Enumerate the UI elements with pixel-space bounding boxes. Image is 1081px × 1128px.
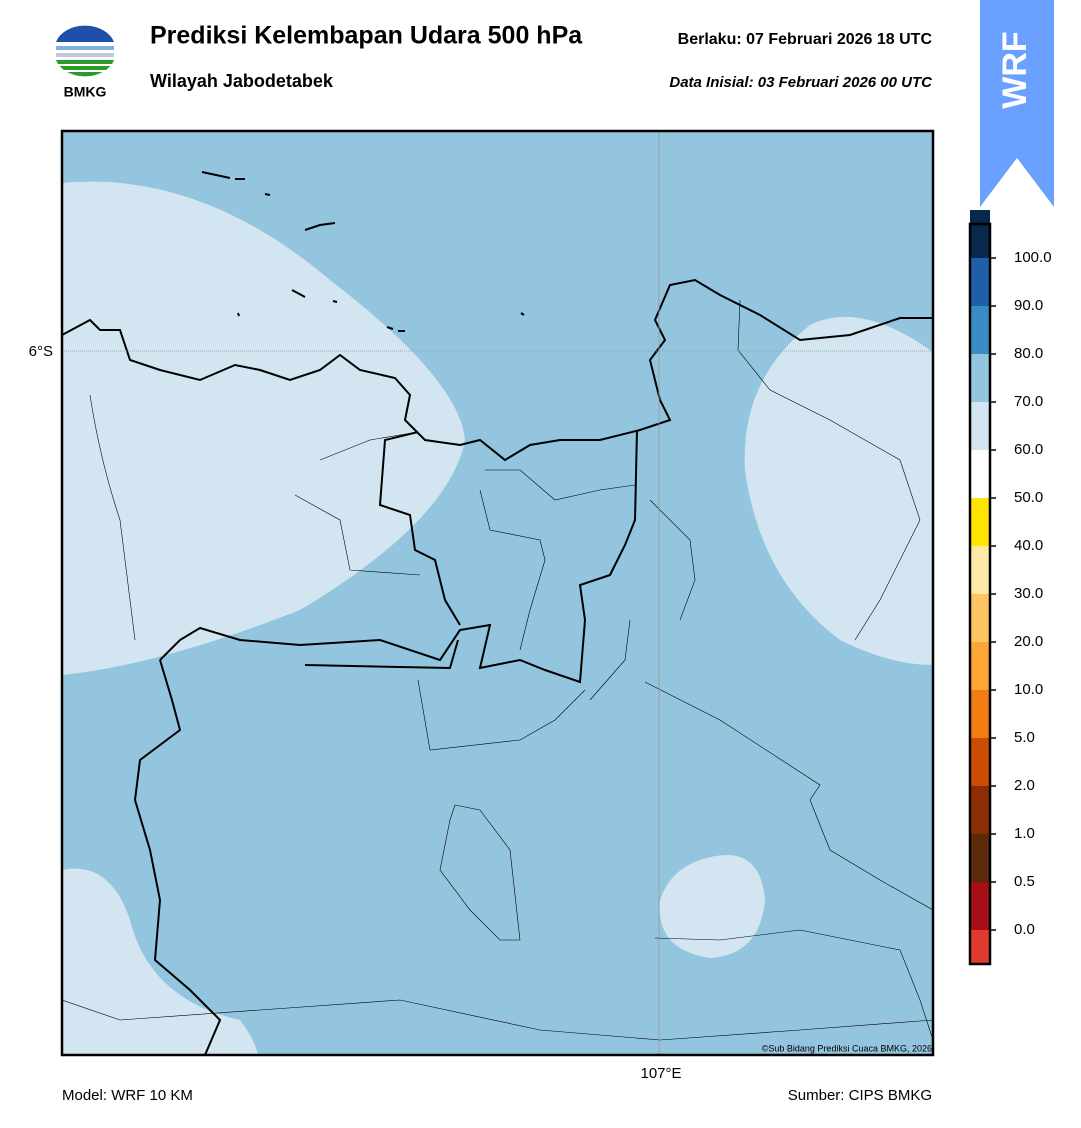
colorbar-label: 1.0 xyxy=(1014,825,1035,842)
colorbar-segment xyxy=(970,690,990,738)
credit: ©Sub Bidang Prediksi Cuaca BMKG, 2026 xyxy=(762,1043,932,1053)
initial-time: Data Inisial: 03 Februari 2026 00 UTC xyxy=(669,74,933,91)
subtitle: Wilayah Jabodetabek xyxy=(150,71,334,91)
colorbar-label: 0.0 xyxy=(1014,921,1035,938)
colorbar-segment xyxy=(970,642,990,690)
colorbar-segment xyxy=(970,882,990,930)
colorbar-label: 0.5 xyxy=(1014,873,1035,890)
colorbar-segment xyxy=(970,738,990,786)
valid-time: Berlaku: 07 Februari 2026 18 UTC xyxy=(678,31,933,48)
colorbar-label: 10.0 xyxy=(1014,681,1043,698)
colorbar-segment xyxy=(970,402,990,450)
colorbar-segment xyxy=(970,306,990,354)
map-frame xyxy=(60,129,935,1057)
colorbar-label: 90.0 xyxy=(1014,297,1043,314)
lat-label: 6°S xyxy=(29,343,53,360)
colorbar-label: 30.0 xyxy=(1014,585,1043,602)
colorbar-segment xyxy=(970,546,990,594)
lon-label: 107°E xyxy=(640,1065,681,1082)
colorbar-label: 100.0 xyxy=(1014,249,1052,266)
title: Prediksi Kelembapan Udara 500 hPa xyxy=(150,22,583,50)
colorbar-segment xyxy=(970,594,990,642)
colorbar-label: 60.0 xyxy=(1014,441,1043,458)
colorbar-label: 50.0 xyxy=(1014,489,1043,506)
colorbar-label: 80.0 xyxy=(1014,345,1043,362)
colorbar-segment xyxy=(970,258,990,306)
model-note: Model: WRF 10 KM xyxy=(62,1087,193,1104)
badge-text: WRF xyxy=(996,31,1034,108)
colorbar-segment xyxy=(970,210,990,258)
logo-text: BMKG xyxy=(64,84,107,100)
map: 6°S 107°E ©Sub Bidang Prediksi Cuaca BMK… xyxy=(29,129,935,1082)
colorbar-label: 2.0 xyxy=(1014,777,1035,794)
colorbar-segment xyxy=(970,834,990,882)
colorbar-segment xyxy=(970,450,990,498)
logo: BMKG xyxy=(56,25,114,100)
colorbar-label: 40.0 xyxy=(1014,537,1043,554)
colorbar: 0.0 0.5 1.0 2.0 5.0 10.0 20.0 30.0 40.0 50.0 60.0 7… xyxy=(968,210,1052,966)
colorbar-label: 20.0 xyxy=(1014,633,1043,650)
colorbar-segment xyxy=(970,498,990,546)
colorbar-label: 70.0 xyxy=(1014,393,1043,410)
colorbar-segment xyxy=(970,786,990,834)
colorbar-label: 5.0 xyxy=(1014,729,1035,746)
wrf-badge xyxy=(980,0,1054,207)
colorbar-segment xyxy=(970,354,990,402)
colorbar-segment xyxy=(970,930,990,964)
source-note: Sumber: CIPS BMKG xyxy=(788,1087,932,1104)
